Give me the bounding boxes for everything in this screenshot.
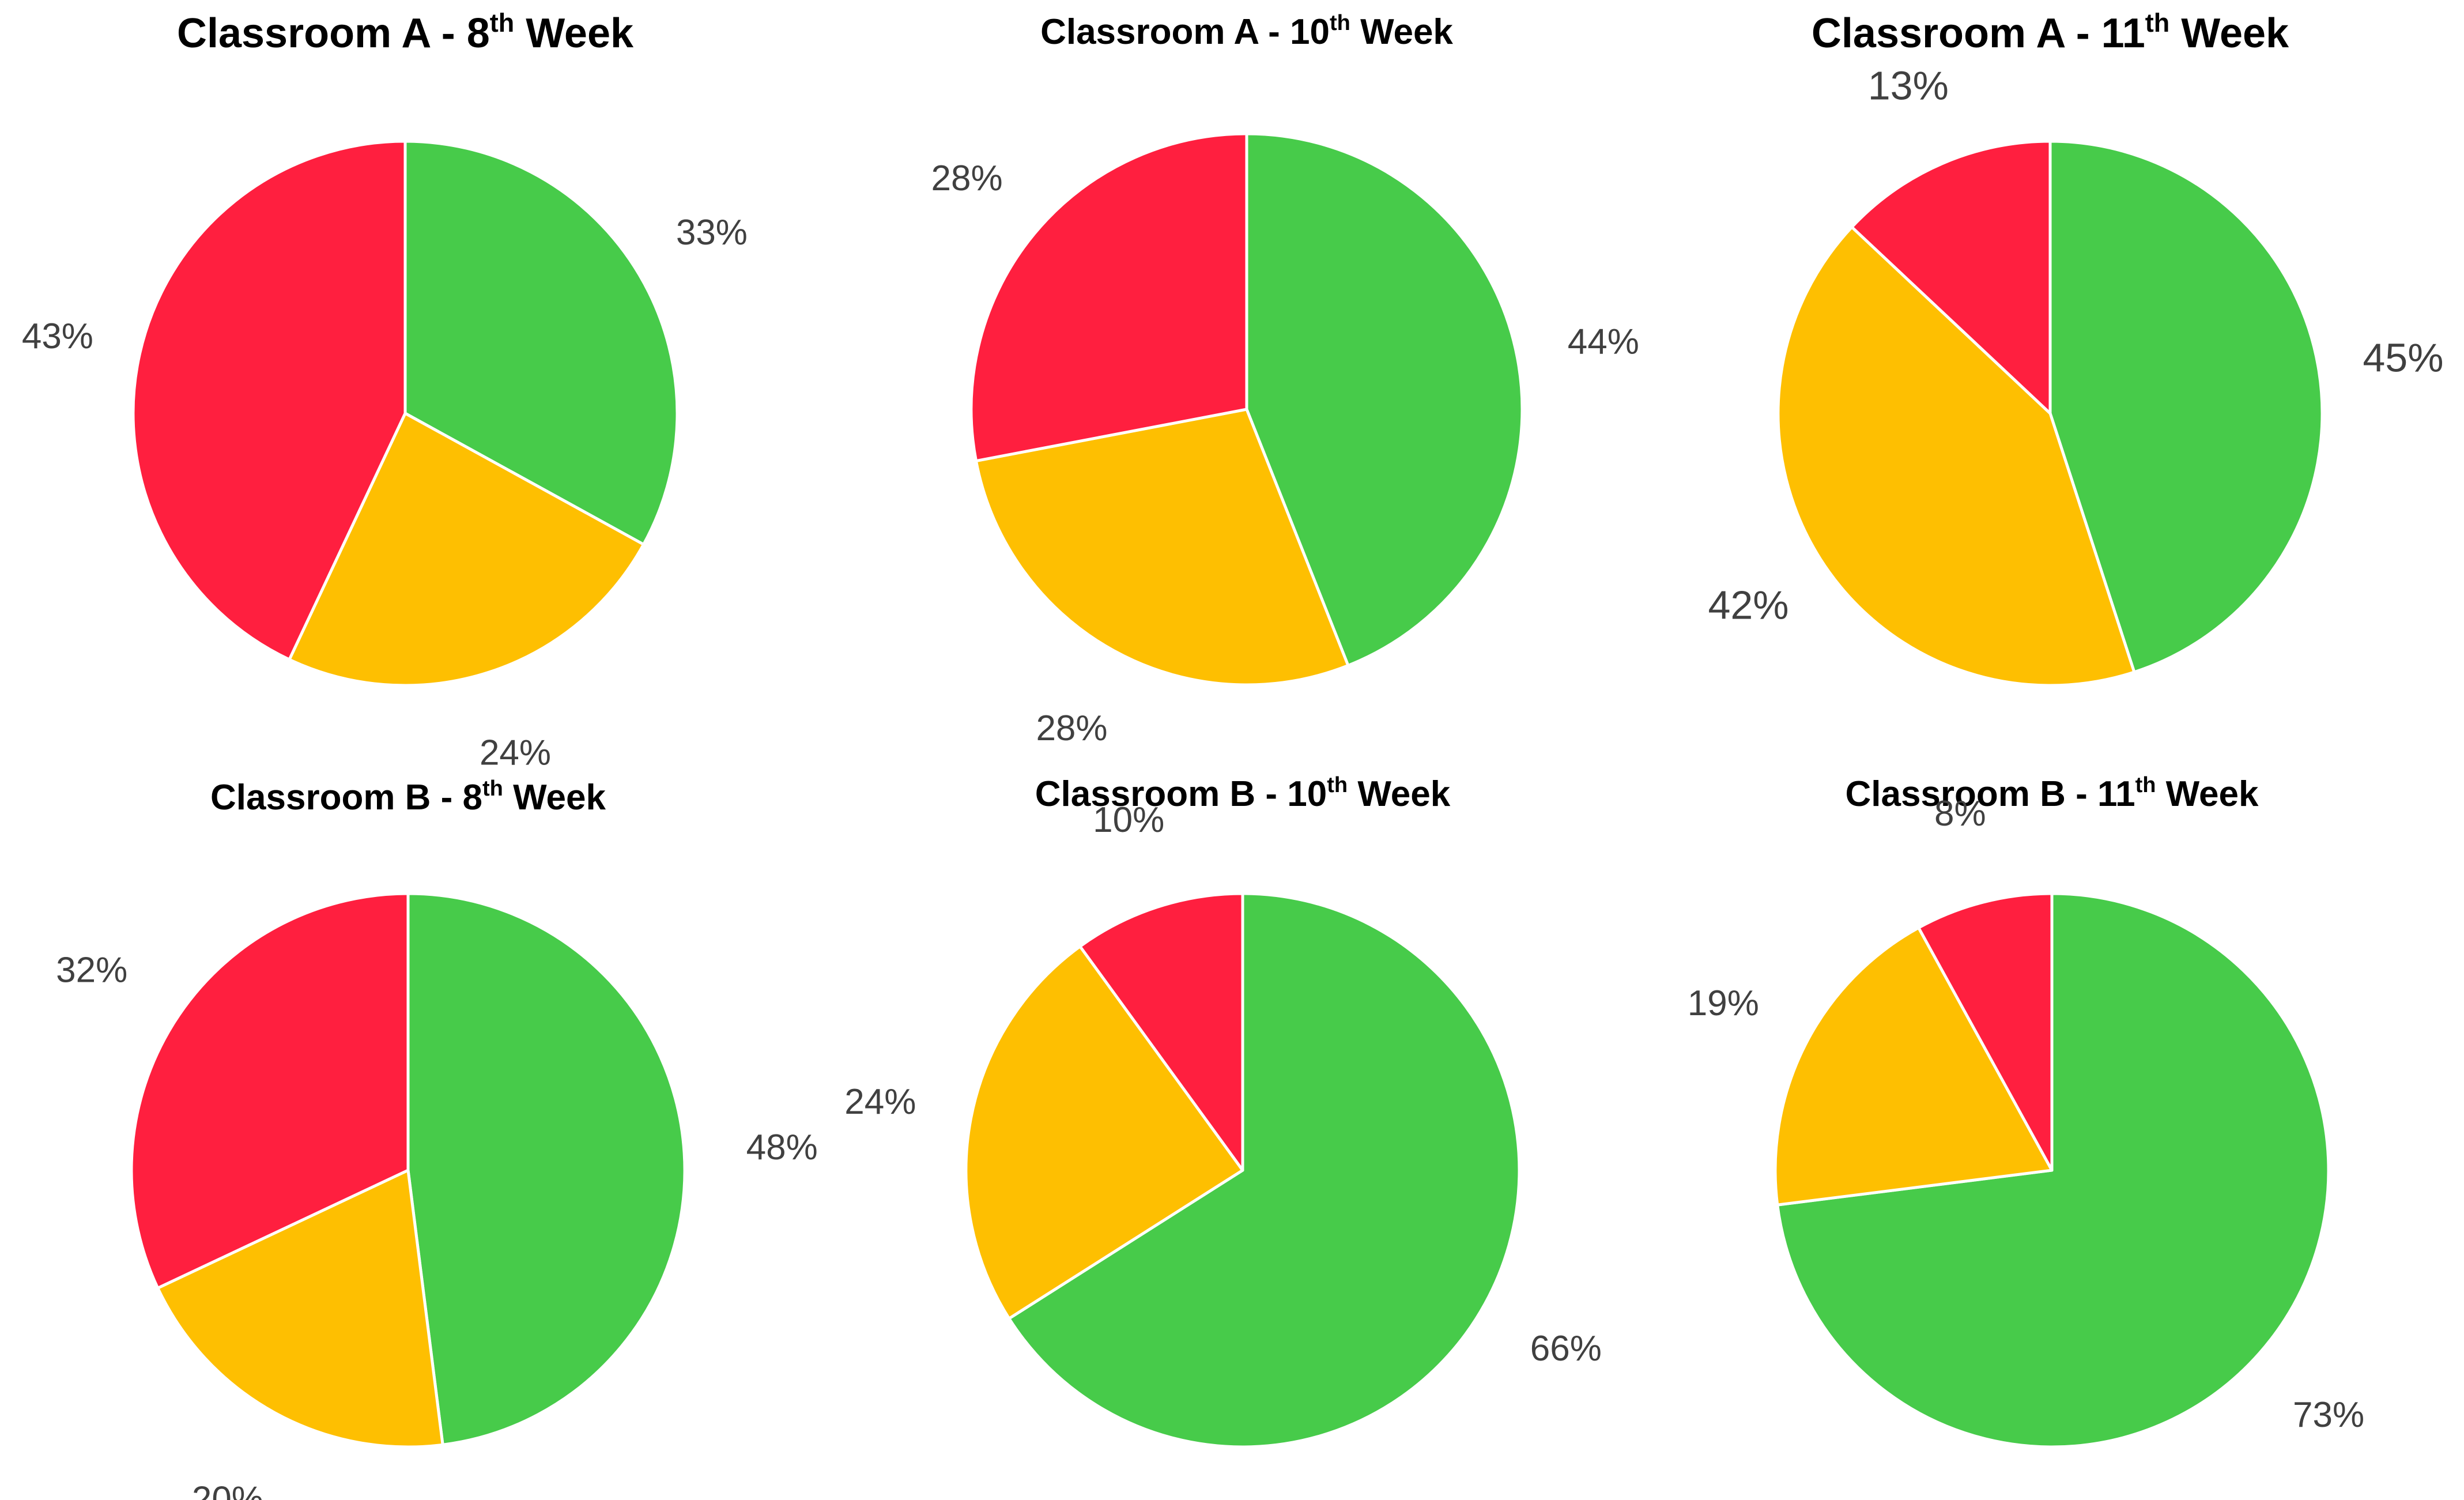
chart-title-rest: Week xyxy=(2169,10,2289,56)
pie-slice-green xyxy=(1245,132,1524,667)
chart-title-main: Classroom B - 8 xyxy=(210,778,482,817)
pie-slice-red xyxy=(1078,892,1244,1172)
slice-label: 33% xyxy=(676,213,748,252)
chart-title-rest: Week xyxy=(503,778,606,817)
slice-label: 42% xyxy=(1708,583,1788,628)
chart-title-rest: Week xyxy=(1348,774,1451,814)
chart-title-sup: th xyxy=(2135,773,2156,797)
slice-label: 8% xyxy=(1934,794,1986,834)
chart-title-main: Classroom B - 11 xyxy=(1845,774,2135,814)
pie-slice-yellow xyxy=(964,945,1244,1320)
slice-label: 13% xyxy=(1868,63,1949,108)
pie-slice-yellow xyxy=(1774,926,2054,1207)
pie-slice-yellow xyxy=(1776,225,2136,687)
chart-title-main: Classroom A - 11 xyxy=(1812,10,2145,56)
chart-title: Classroom A - 8th Week xyxy=(177,8,634,56)
pie-slice-yellow xyxy=(974,408,1350,687)
pie-chart-3: Classroom A - 11th Week 45% 42% 13% xyxy=(1708,8,2443,687)
slice-label: 10% xyxy=(1093,800,1164,840)
slice-label: 24% xyxy=(844,1082,916,1122)
chart-title-rest: Week xyxy=(1350,12,1454,52)
chart-title-sup: th xyxy=(1327,773,1348,797)
chart-title: Classroom B - 11th Week xyxy=(1845,773,2259,814)
chart-title: Classroom A - 11th Week xyxy=(1812,8,2289,56)
chart-title-main: Classroom A - 10 xyxy=(1040,12,1330,52)
pie-slice-green xyxy=(1008,892,1521,1449)
chart-title-main: Classroom A - 8 xyxy=(177,10,490,56)
slice-label: 44% xyxy=(1568,322,1639,362)
slice-label: 73% xyxy=(2293,1395,2364,1435)
pie-slice-red xyxy=(131,140,407,661)
chart-title: Classroom A - 10th Week xyxy=(1040,11,1453,52)
slice-label: 43% xyxy=(22,316,93,356)
pie-slice-yellow xyxy=(288,412,646,687)
pie-slice-yellow xyxy=(156,1169,444,1449)
chart-title-sup: th xyxy=(490,8,514,37)
chart-title: Classroom B - 8th Week xyxy=(210,777,606,817)
pie-slice-green xyxy=(403,140,679,546)
chart-title-sup: th xyxy=(482,777,503,801)
pie-chart-2: Classroom A - 10th Week 44% 28% 28% xyxy=(931,11,1639,748)
slice-label: 28% xyxy=(1036,708,1107,748)
chart-title-rest: Week xyxy=(2156,774,2259,814)
slice-label: 45% xyxy=(2363,336,2443,380)
pie-chart-4: Classroom B - 8th Week 48% 20% 32% xyxy=(56,777,818,1500)
slice-label: 24% xyxy=(480,733,551,773)
chart-title-sup: th xyxy=(2145,8,2169,37)
pie-chart-5: Classroom B - 10th Week 66% 24% 10% xyxy=(844,773,1602,1449)
slice-label: 48% xyxy=(746,1128,818,1167)
chart-title-rest: Week xyxy=(514,10,634,56)
pie-slice-green xyxy=(406,892,686,1446)
chart-title-main: Classroom B - 10 xyxy=(1035,774,1327,814)
pie-slice-red xyxy=(1850,140,2052,415)
pie-slice-red xyxy=(1917,892,2054,1172)
slice-label: 32% xyxy=(56,950,127,990)
slice-label: 20% xyxy=(192,1479,263,1500)
pie-slice-green xyxy=(2048,140,2324,674)
slice-label: 19% xyxy=(1688,983,1759,1023)
chart-title-sup: th xyxy=(1330,11,1350,35)
slice-label: 28% xyxy=(931,159,1003,198)
slice-label: 66% xyxy=(1530,1329,1602,1369)
pie-slice-red xyxy=(969,132,1248,463)
pie-chart-6: Classroom B - 11th Week 73% 19% 8% xyxy=(1688,773,2364,1449)
pie-slice-red xyxy=(130,892,410,1290)
pie-chart-1: Classroom A - 8th Week 33% 24% 43% xyxy=(22,8,748,773)
chart-title: Classroom B - 10th Week xyxy=(1035,773,1451,814)
